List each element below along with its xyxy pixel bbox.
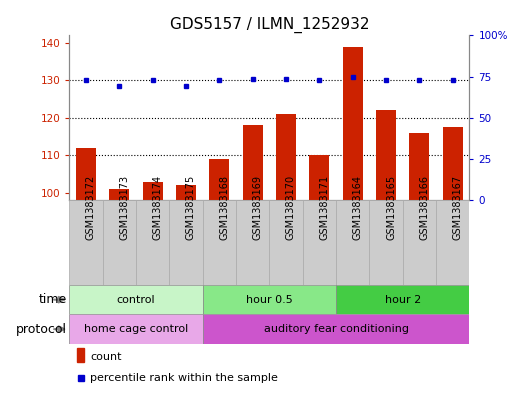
Bar [309, 155, 329, 200]
Bar [269, 200, 303, 285]
Bar [443, 127, 463, 200]
Bar [243, 125, 263, 200]
Text: GSM1383172: GSM1383172 [86, 174, 96, 240]
Bar [436, 200, 469, 285]
Bar [77, 348, 85, 362]
Bar [109, 189, 129, 200]
Text: control: control [116, 295, 155, 305]
Text: GSM1383171: GSM1383171 [319, 174, 329, 240]
Bar [143, 182, 163, 200]
Text: GSM1383169: GSM1383169 [252, 175, 263, 240]
Text: count: count [90, 351, 122, 362]
Text: home cage control: home cage control [84, 324, 188, 334]
Bar [276, 114, 296, 200]
Text: GSM1383174: GSM1383174 [153, 174, 163, 240]
Bar [336, 285, 469, 314]
Title: GDS5157 / ILMN_1252932: GDS5157 / ILMN_1252932 [170, 17, 369, 33]
Bar [369, 200, 403, 285]
Bar [176, 185, 196, 200]
Text: hour 2: hour 2 [385, 295, 421, 305]
Text: GSM1383165: GSM1383165 [386, 174, 396, 240]
Text: time: time [38, 293, 67, 306]
Bar [76, 148, 96, 200]
Bar [103, 200, 136, 285]
Bar [69, 285, 203, 314]
Text: GSM1383164: GSM1383164 [353, 175, 363, 240]
Bar [136, 200, 169, 285]
Bar [203, 285, 336, 314]
Text: hour 0.5: hour 0.5 [246, 295, 293, 305]
Text: GSM1383167: GSM1383167 [452, 174, 463, 240]
Bar [376, 110, 396, 200]
Text: GSM1383170: GSM1383170 [286, 174, 296, 240]
Text: GSM1383168: GSM1383168 [220, 175, 229, 240]
Bar [343, 47, 363, 200]
Bar [409, 133, 429, 200]
Bar [203, 200, 236, 285]
Bar [303, 200, 336, 285]
Text: protocol: protocol [16, 323, 67, 336]
Text: GSM1383166: GSM1383166 [420, 175, 429, 240]
Text: auditory fear conditioning: auditory fear conditioning [264, 324, 408, 334]
Bar [336, 200, 369, 285]
Bar [403, 200, 436, 285]
Text: percentile rank within the sample: percentile rank within the sample [90, 373, 279, 383]
Bar [69, 314, 203, 344]
Text: GSM1383175: GSM1383175 [186, 174, 196, 240]
Bar [209, 159, 229, 200]
Text: GSM1383173: GSM1383173 [119, 174, 129, 240]
Bar [203, 314, 469, 344]
Bar [169, 200, 203, 285]
Bar [236, 200, 269, 285]
Bar [69, 200, 103, 285]
